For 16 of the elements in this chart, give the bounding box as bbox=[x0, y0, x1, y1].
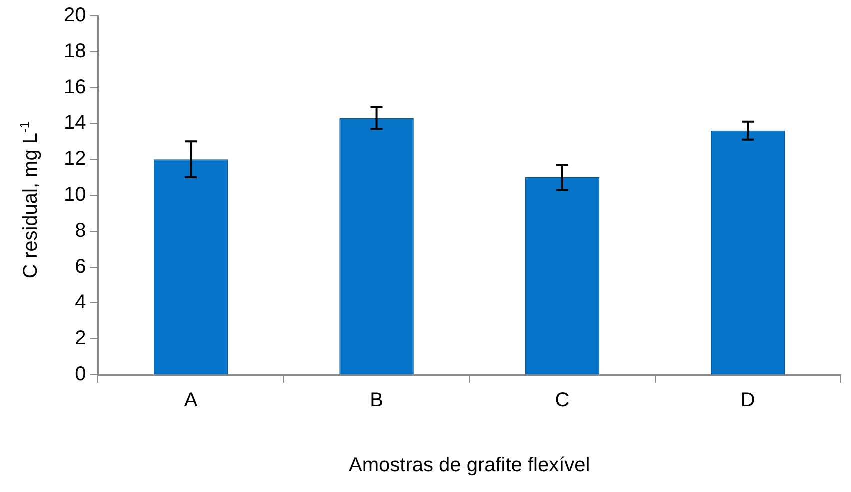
y-tick-label: 16 bbox=[64, 76, 86, 98]
y-tick-label: 18 bbox=[64, 40, 86, 62]
y-tick-label: 0 bbox=[75, 364, 86, 386]
y-tick-label: 12 bbox=[64, 148, 86, 170]
x-tick-label: C bbox=[555, 390, 570, 412]
x-tick-label: B bbox=[370, 390, 384, 412]
x-tick-label: D bbox=[740, 390, 756, 412]
y-tick-label: 2 bbox=[75, 328, 86, 350]
y-tick-label: 8 bbox=[75, 220, 86, 242]
x-axis-title: Amostras de grafite flexível bbox=[349, 454, 590, 477]
y-tick-label: 10 bbox=[64, 184, 86, 206]
y-tick-label: 4 bbox=[75, 292, 86, 314]
y-tick-label: 20 bbox=[64, 4, 86, 27]
y-tick-label: 6 bbox=[75, 256, 86, 278]
y-tick-label: 14 bbox=[64, 112, 86, 134]
x-tick-label: A bbox=[184, 390, 198, 412]
